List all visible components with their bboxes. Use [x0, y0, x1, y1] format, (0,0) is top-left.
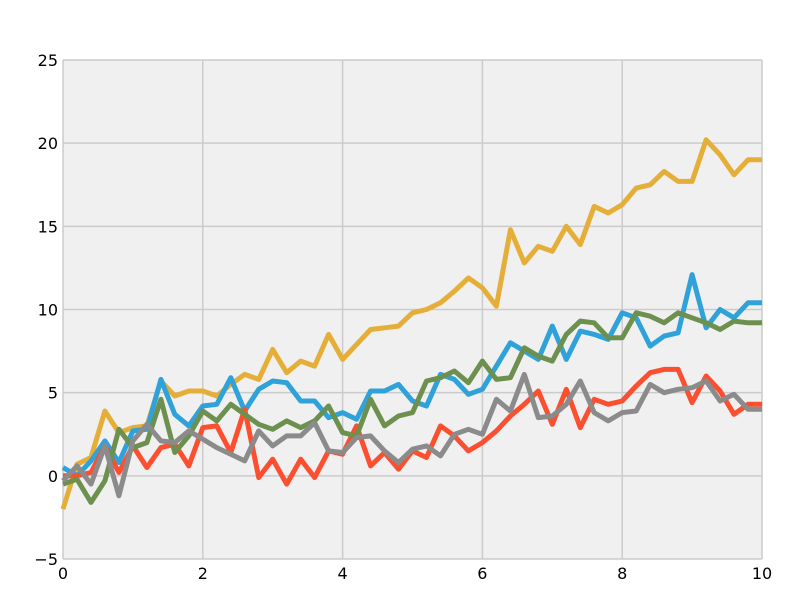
x-tick-label: 2 [198, 564, 208, 583]
x-tick-label: 4 [338, 564, 348, 583]
series-line-2 [61, 272, 762, 479]
y-tick-label: 5 [48, 384, 58, 403]
x-tick-label: 8 [617, 564, 627, 583]
y-tick-label: 20 [38, 134, 58, 153]
x-tick-label: 6 [477, 564, 487, 583]
series-line-1 [60, 137, 762, 510]
series-line-5 [61, 371, 762, 499]
series-line-4 [62, 310, 762, 505]
y-tick-label: 15 [38, 217, 58, 236]
x-tick-label: 0 [58, 564, 68, 583]
y-tick-label: 0 [48, 467, 58, 486]
y-tick-label: 10 [38, 301, 58, 320]
y-tick-label: 25 [38, 51, 58, 70]
y-tick-label: −5 [34, 550, 58, 569]
x-tick-label: 10 [752, 564, 772, 583]
series-lines [60, 137, 762, 510]
